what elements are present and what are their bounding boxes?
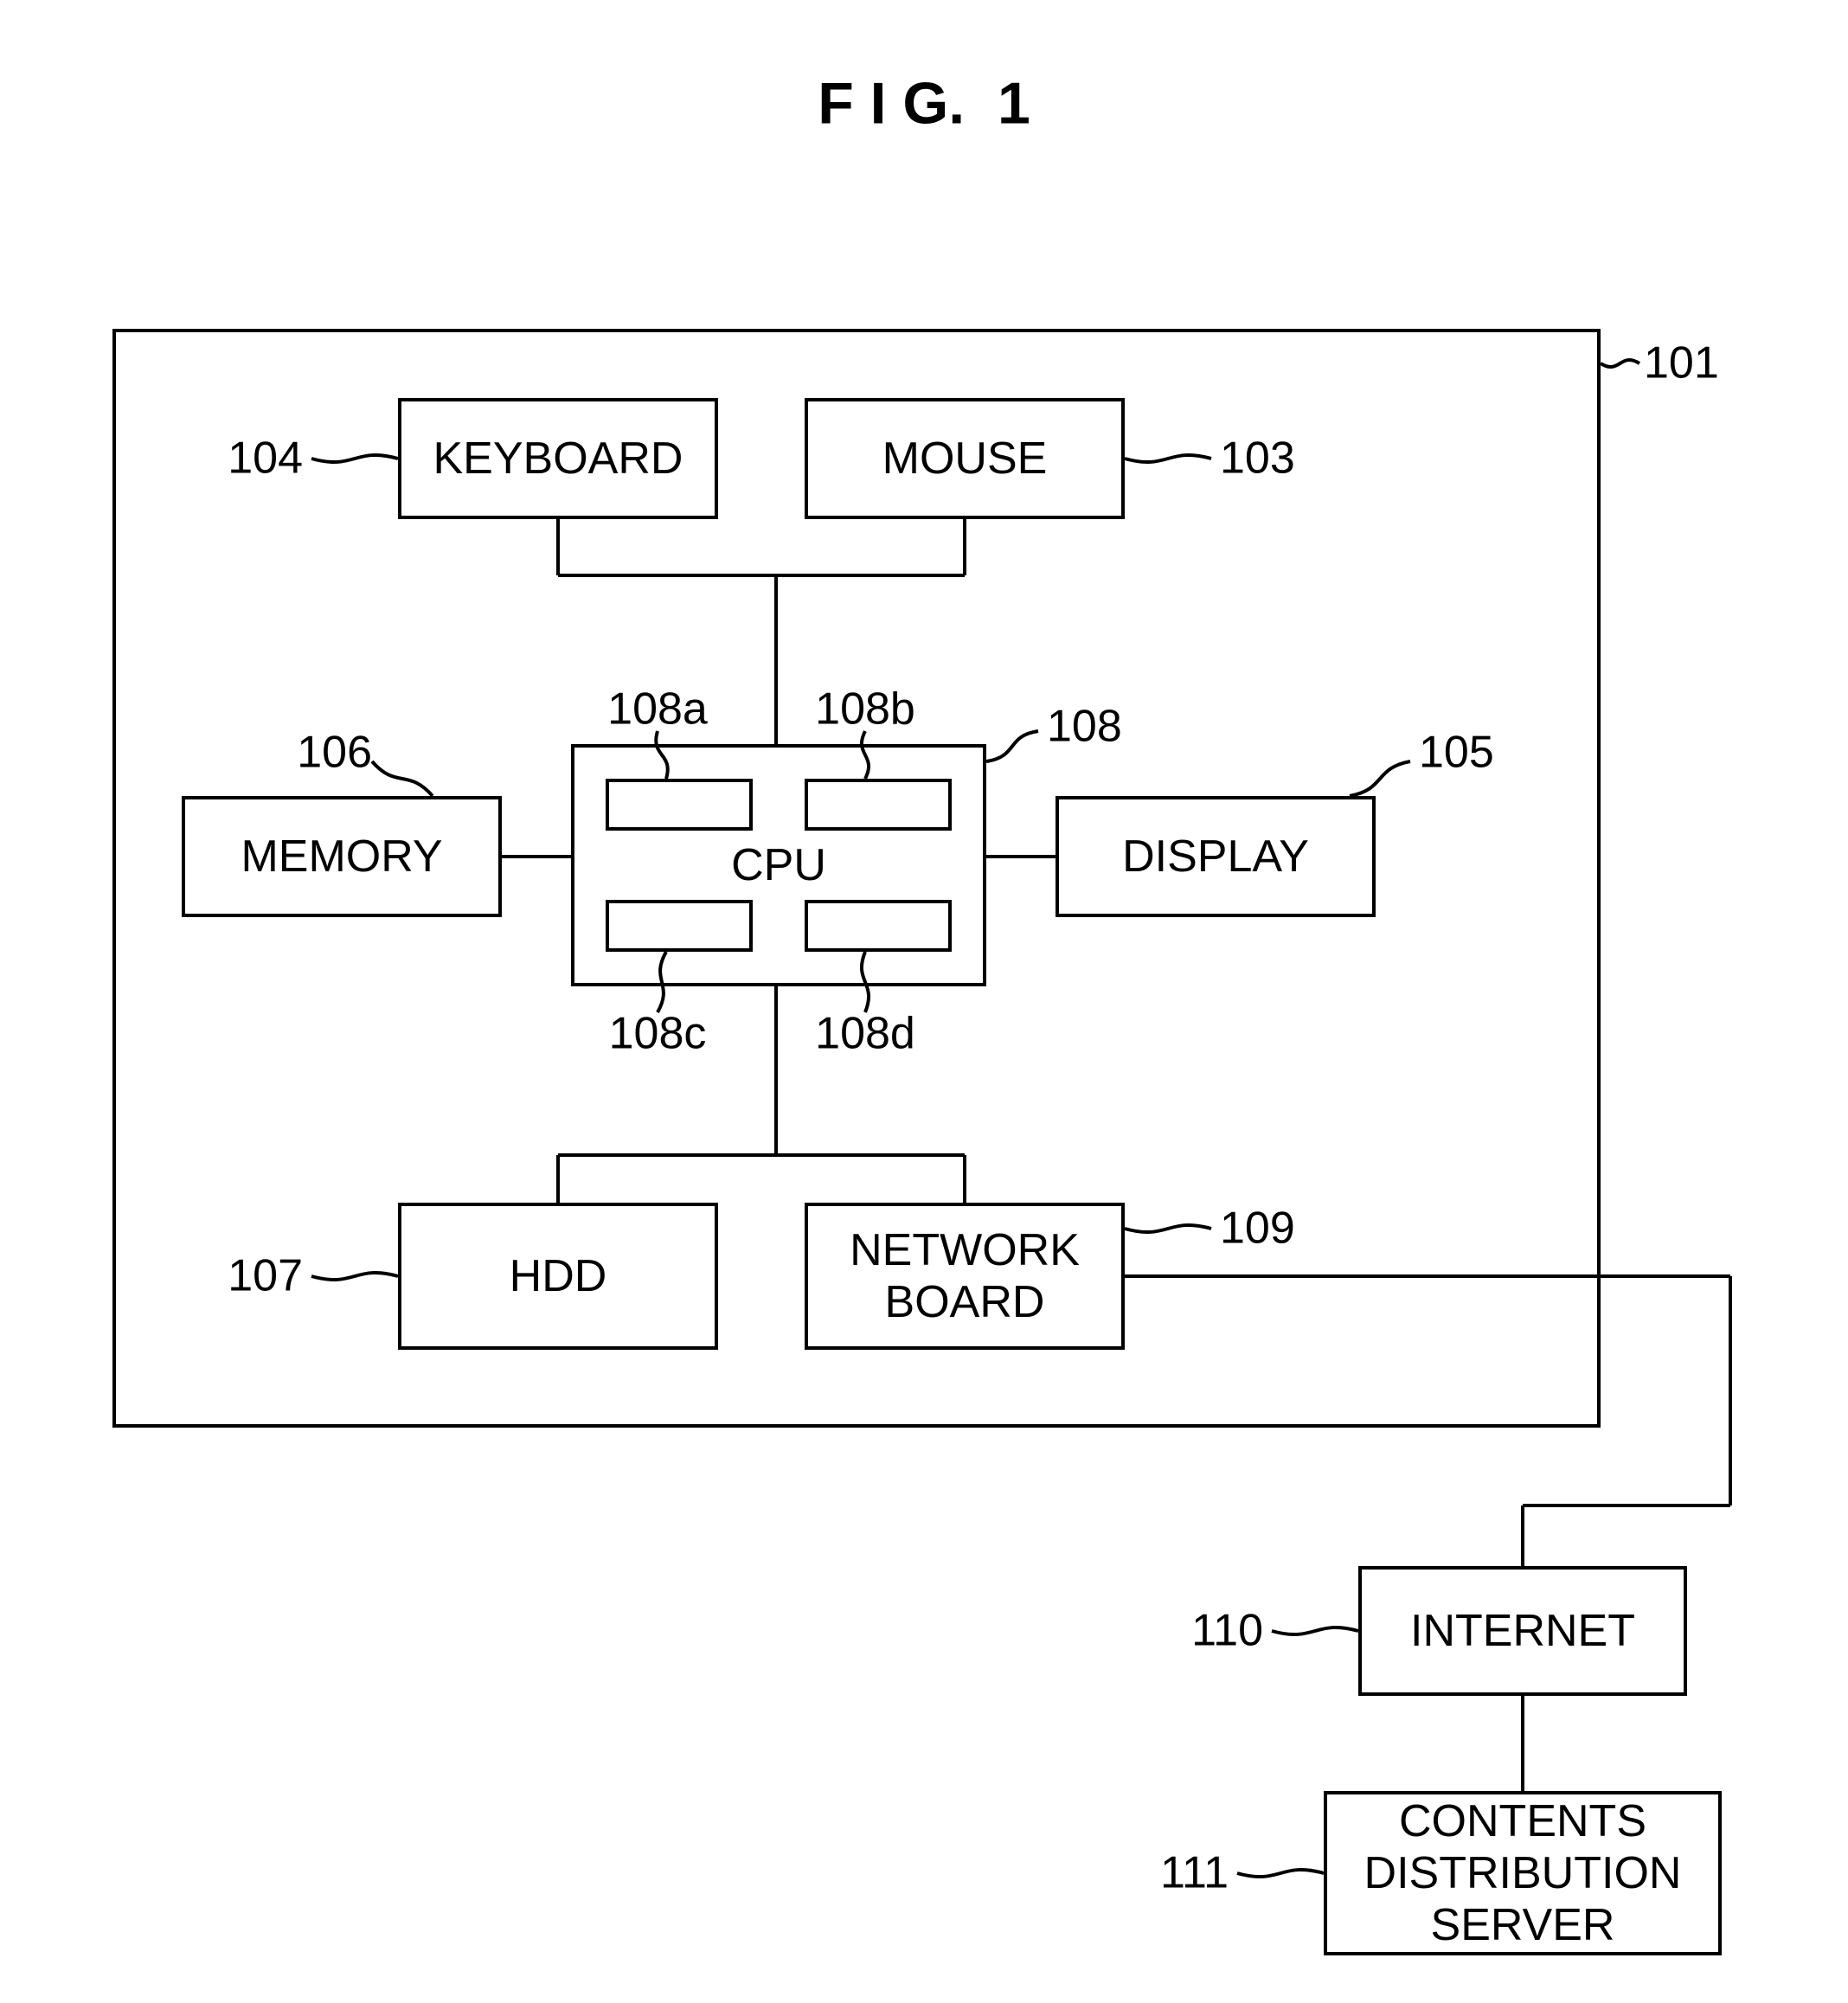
lead-r101 <box>1601 360 1639 367</box>
cpu-label: CPU <box>731 839 826 891</box>
server-box: CONTENTS DISTRIBUTION SERVER <box>1324 1791 1722 1955</box>
ref-103: 103 <box>1220 433 1295 483</box>
ref-106: 106 <box>297 728 372 777</box>
display-box: DISPLAY <box>1056 796 1376 917</box>
ref-108: 108 <box>1047 702 1122 751</box>
internet-box: INTERNET <box>1358 1566 1687 1696</box>
figure-title: F I G. 1 <box>818 72 1030 137</box>
ref-107: 107 <box>228 1251 303 1300</box>
mouse-box: MOUSE <box>805 398 1125 519</box>
server-label: CONTENTS DISTRIBUTION SERVER <box>1327 1795 1718 1951</box>
ref-111: 111 <box>1160 1848 1229 1897</box>
display-label: DISPLAY <box>1122 831 1309 883</box>
figure-stage: F I G. 1 KEYBOARD MOUSE MEMORY DISPLAY C… <box>0 0 1848 2003</box>
ref-108c: 108c <box>609 1009 707 1058</box>
lead-r110 <box>1272 1627 1358 1634</box>
cpu-core-b <box>805 779 952 831</box>
cpu-core-c <box>606 900 753 952</box>
hdd-box: HDD <box>398 1203 718 1350</box>
cpu-core-d <box>805 900 952 952</box>
ref-109: 109 <box>1220 1204 1295 1253</box>
ref-108d: 108d <box>815 1009 915 1058</box>
memory-box: MEMORY <box>182 796 502 917</box>
ref-108a: 108a <box>607 684 708 734</box>
hdd-label: HDD <box>510 1250 607 1302</box>
ref-105: 105 <box>1419 728 1494 777</box>
cpu-core-a <box>606 779 753 831</box>
network-label: NETWORK BOARD <box>808 1224 1121 1328</box>
memory-label: MEMORY <box>241 831 442 883</box>
mouse-label: MOUSE <box>882 433 1048 485</box>
lead-r111 <box>1237 1870 1324 1877</box>
ref-110: 110 <box>1191 1606 1263 1655</box>
ref-104: 104 <box>228 433 303 483</box>
internet-label: INTERNET <box>1410 1605 1635 1657</box>
ref-101: 101 <box>1644 338 1719 388</box>
ref-108b: 108b <box>815 684 915 734</box>
keyboard-box: KEYBOARD <box>398 398 718 519</box>
keyboard-label: KEYBOARD <box>433 433 683 485</box>
network-box: NETWORK BOARD <box>805 1203 1125 1350</box>
